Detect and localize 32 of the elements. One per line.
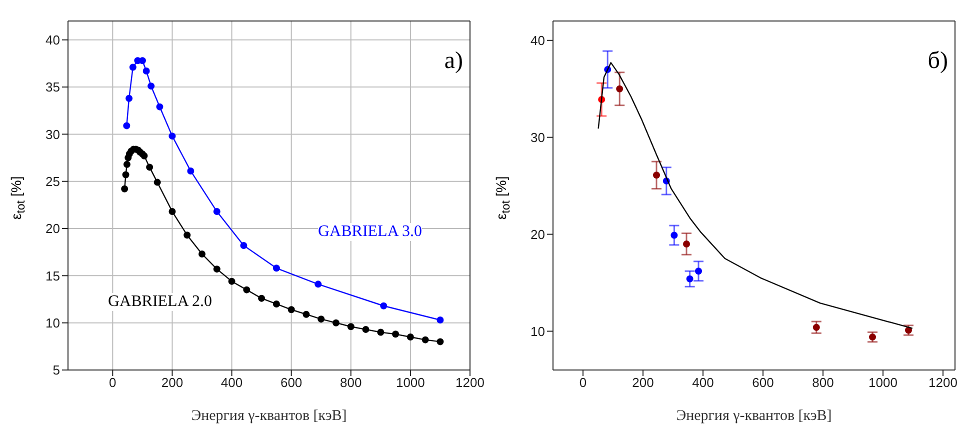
x-tick-label: 0	[579, 375, 587, 390]
x-tick-label: 400	[692, 375, 714, 390]
y-tick-label: 5	[52, 362, 60, 378]
x-tick-label: 200	[161, 375, 184, 390]
x-axis-title: Энергия γ-квантов [кэВ]	[191, 408, 347, 424]
y-tick-label: 10	[46, 315, 60, 330]
x-tick-label: 1200	[456, 375, 484, 390]
annotation: a)	[444, 48, 463, 75]
y-tick-label: 40	[530, 33, 545, 48]
x-tick-label: 200	[632, 375, 654, 390]
x-tick-label: 800	[812, 375, 834, 390]
y-tick-label: 20	[530, 226, 545, 242]
x-axis-title: Энергия γ-квантов [кэВ]	[676, 408, 832, 424]
series-label: GABRIELA 2.0	[108, 293, 212, 311]
y-tick-label: 25	[46, 174, 60, 189]
y-tick-label: 15	[46, 268, 60, 284]
x-tick-label: 1000	[868, 375, 898, 390]
y-tick-label: 20	[46, 221, 60, 236]
x-tick-label: 600	[752, 375, 774, 390]
x-tick-label: 1000	[396, 375, 425, 390]
x-tick-label: 800	[340, 375, 362, 390]
y-tick-label: 10	[530, 324, 545, 339]
text: GABRIELA 3.0	[318, 223, 422, 241]
x-tick-label: 600	[280, 375, 302, 390]
y-tick-label: 35	[46, 80, 60, 95]
x-tick-label: 1200	[928, 375, 958, 390]
y-tick-label: 30	[46, 126, 60, 142]
x-tick-label: 400	[220, 375, 243, 390]
y-tick-label: 30	[530, 130, 545, 145]
x-tick-label: 0	[109, 375, 116, 390]
y-tick-label: 40	[46, 32, 60, 48]
annotation: б)	[928, 48, 948, 75]
